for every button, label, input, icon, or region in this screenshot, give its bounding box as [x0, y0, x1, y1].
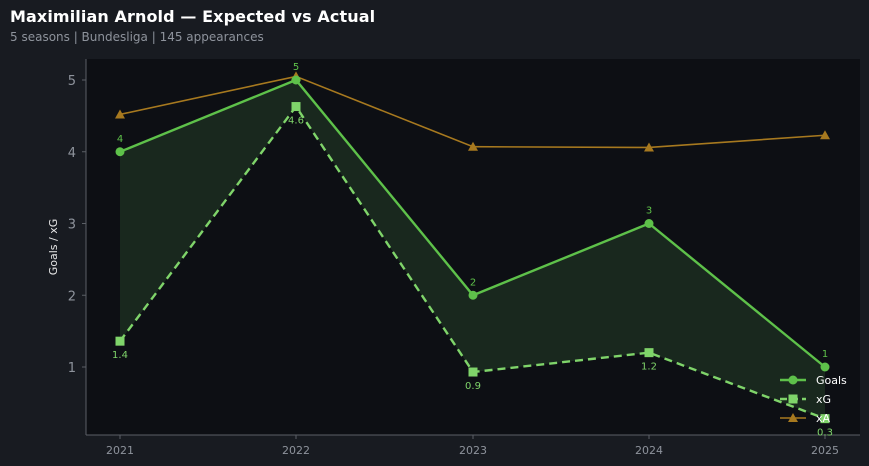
data-label-goals: 2 [470, 277, 476, 288]
legend-item-xa: xA [780, 412, 831, 425]
point-xg [115, 336, 125, 346]
x-ticks: 2021 2022 2023 2024 2025 [106, 435, 839, 457]
y-tick-label: 3 [68, 218, 76, 233]
x-tick-label: 2022 [282, 444, 310, 457]
x-tick-label: 2021 [106, 444, 134, 457]
data-label-xg: 1.4 [112, 350, 128, 361]
point-xg [291, 102, 301, 112]
legend-marker [788, 394, 798, 404]
data-labels-layer: 4 5 2 3 1 1.4 4.6 0.9 1.2 0.3 [112, 62, 833, 439]
legend-label: xG [816, 393, 831, 406]
series-xg [115, 102, 830, 424]
legend-item-goals: Goals [780, 374, 847, 387]
y-tick-label: 5 [68, 74, 76, 89]
legend-label: xA [816, 412, 831, 425]
legend: Goals xG xA [780, 374, 847, 425]
point-goals [820, 362, 830, 372]
x-tick-label: 2025 [811, 444, 839, 457]
y-ticks: 1 2 3 4 5 [68, 74, 86, 376]
y-axis-label: Goals / xG [47, 219, 60, 276]
point-goals [115, 147, 125, 157]
point-xg [468, 367, 478, 377]
point-xa [115, 109, 125, 119]
gap-fill-layer [120, 80, 825, 419]
legend-label: Goals [816, 374, 847, 387]
legend-marker [788, 413, 798, 422]
point-xa [468, 141, 478, 151]
data-label-xg: 1.2 [641, 362, 657, 373]
point-xg [644, 348, 654, 358]
data-label-goals: 3 [646, 206, 652, 217]
goals-xg-gap-fill [120, 80, 825, 419]
point-goals [644, 219, 654, 228]
point-xg [820, 414, 830, 424]
data-label-xg: 4.6 [288, 116, 304, 127]
legend-marker [788, 375, 798, 385]
y-tick-label: 2 [68, 289, 76, 304]
x-tick-label: 2023 [459, 444, 487, 457]
point-xa [820, 130, 830, 140]
data-label-goals: 1 [822, 349, 828, 360]
x-tick-label: 2024 [635, 444, 663, 457]
point-xa [644, 142, 654, 152]
point-goals [291, 75, 301, 85]
series-goals [115, 75, 830, 372]
data-label-goals: 4 [117, 134, 123, 145]
series-layer [115, 71, 830, 424]
data-label-xg: 0.3 [817, 428, 833, 439]
chart-subtitle: 5 seasons | Bundesliga | 145 appearances [10, 30, 264, 44]
point-goals [468, 290, 478, 300]
legend-item-xg: xG [780, 393, 831, 406]
chart-title: Maximilian Arnold — Expected vs Actual [10, 7, 376, 26]
y-tick-label: 4 [68, 146, 76, 161]
data-label-goals: 5 [293, 62, 299, 73]
y-tick-label: 1 [68, 361, 76, 376]
data-label-xg: 0.9 [465, 381, 481, 392]
